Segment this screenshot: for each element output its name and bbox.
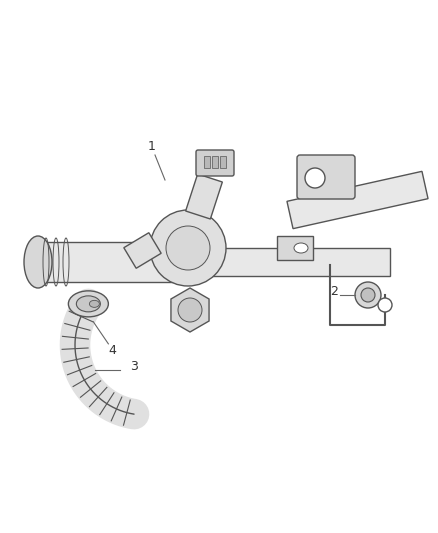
Text: 3: 3 — [130, 360, 138, 373]
Circle shape — [166, 226, 210, 270]
Ellipse shape — [294, 243, 308, 253]
Text: 4: 4 — [108, 344, 116, 357]
Polygon shape — [186, 174, 223, 219]
Circle shape — [361, 288, 375, 302]
FancyBboxPatch shape — [297, 155, 355, 199]
Polygon shape — [195, 248, 390, 276]
Bar — [277, 236, 313, 260]
Ellipse shape — [24, 236, 52, 288]
Circle shape — [355, 282, 381, 308]
Polygon shape — [124, 233, 161, 268]
Bar — [220, 156, 226, 168]
Ellipse shape — [76, 296, 100, 312]
Text: 1: 1 — [148, 140, 156, 153]
Circle shape — [150, 210, 226, 286]
Polygon shape — [287, 171, 428, 229]
Bar — [212, 156, 218, 168]
Ellipse shape — [89, 301, 99, 308]
Bar — [204, 156, 210, 168]
Polygon shape — [171, 288, 209, 332]
Polygon shape — [30, 242, 195, 282]
Circle shape — [305, 168, 325, 188]
FancyBboxPatch shape — [196, 150, 234, 176]
Circle shape — [378, 298, 392, 312]
Ellipse shape — [68, 291, 108, 317]
Circle shape — [178, 298, 202, 322]
Text: 2: 2 — [330, 285, 338, 298]
